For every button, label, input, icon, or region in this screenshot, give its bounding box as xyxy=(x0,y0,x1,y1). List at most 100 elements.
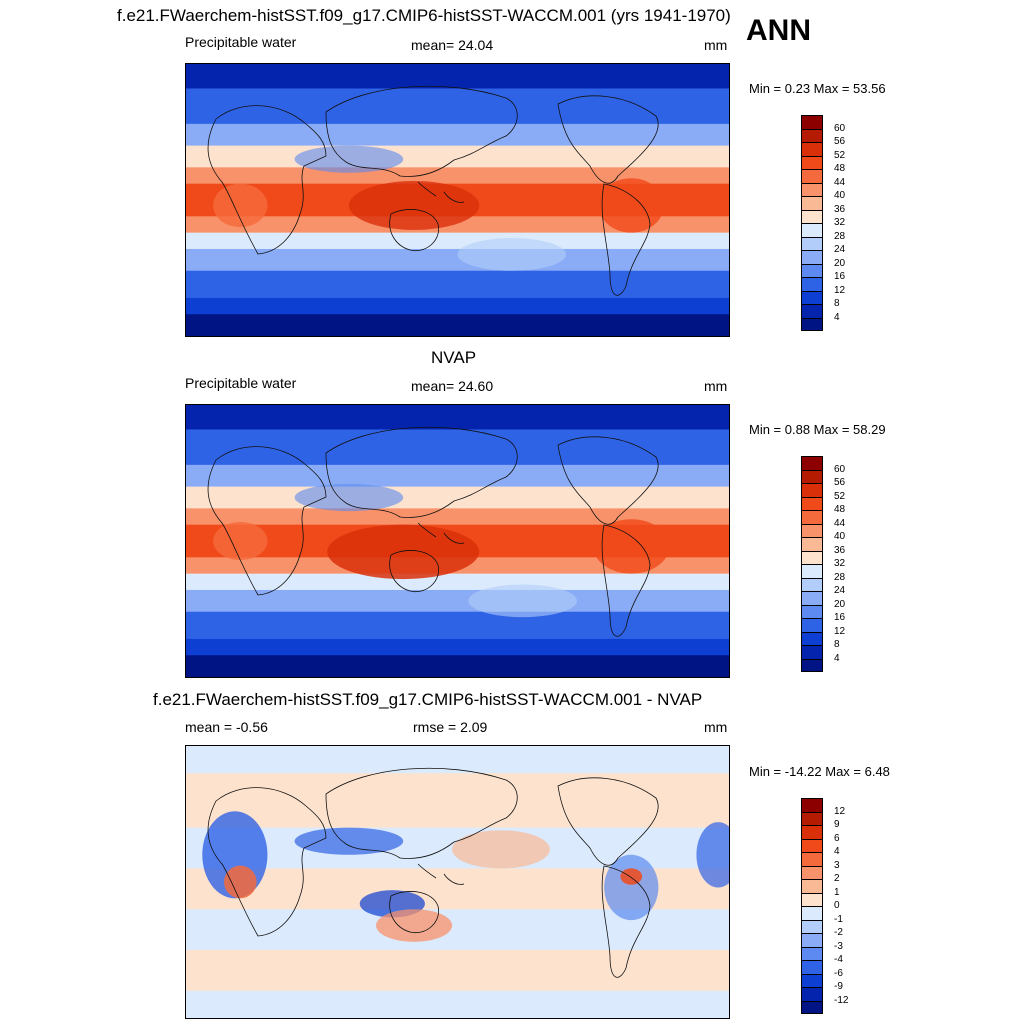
panel2-mean: mean= 24.60 xyxy=(411,378,494,394)
colorbar-swatch xyxy=(801,973,823,987)
contour-band xyxy=(186,123,729,147)
contour-region xyxy=(457,238,567,271)
contour-region xyxy=(213,521,268,561)
panel2-minmax: Min = 0.88 Max = 58.29 xyxy=(749,422,886,437)
contour-band xyxy=(186,486,729,510)
colorbar-tick-label: 0 xyxy=(834,900,840,911)
colorbar-swatch xyxy=(801,987,823,1001)
colorbar-tick-label: -4 xyxy=(834,954,843,965)
coastline xyxy=(601,865,651,978)
colorbar-tick-label: 16 xyxy=(834,271,846,282)
panel2-colorbar xyxy=(801,456,825,672)
coastline xyxy=(417,181,465,203)
colorbar-swatch xyxy=(801,510,823,524)
colorbar-tick-label: 52 xyxy=(834,490,846,502)
colorbar-swatch xyxy=(801,798,823,812)
colorbar-tick-label: 8 xyxy=(834,298,840,309)
coastline xyxy=(601,183,651,296)
colorbar-tick-label: 60 xyxy=(834,122,846,134)
colorbar-swatch xyxy=(801,838,823,852)
contour-region xyxy=(620,868,643,885)
contour-band xyxy=(186,746,729,775)
colorbar-swatch xyxy=(801,142,823,156)
colorbar-tick-label: 8 xyxy=(834,639,840,650)
coastline xyxy=(557,436,659,525)
panel1-map xyxy=(185,63,730,337)
contour-region xyxy=(224,865,257,899)
colorbar-tick-label: 56 xyxy=(834,136,846,147)
panel2-title: NVAP xyxy=(431,348,477,367)
colorbar-swatch xyxy=(801,919,823,933)
colorbar-swatch xyxy=(801,564,823,578)
colorbar-tick-label: -6 xyxy=(834,967,843,979)
colorbar-tick-label: 12 xyxy=(834,805,846,817)
contour-band xyxy=(186,589,729,613)
contour-band xyxy=(186,270,729,299)
panel3-units: mm xyxy=(704,719,728,735)
coastline xyxy=(207,105,327,255)
contour-band xyxy=(186,297,729,316)
contour-band xyxy=(186,429,729,466)
colorbar-tick-label: 4 xyxy=(834,311,840,323)
colorbar-swatch xyxy=(801,169,823,183)
colorbar-swatch xyxy=(801,825,823,839)
coastline xyxy=(417,522,465,544)
contour-field xyxy=(186,405,729,677)
colorbar-swatch xyxy=(801,591,823,605)
colorbar-swatch xyxy=(801,852,823,866)
panel3-rmse: rmse = 2.09 xyxy=(413,719,488,735)
colorbar-tick-label: 36 xyxy=(834,203,846,215)
panel3-title: f.e21.FWaerchem-histSST.f09_g17.CMIP6-hi… xyxy=(153,690,703,709)
panel1-colorbar xyxy=(801,115,825,331)
panel1-minmax: Min = 0.23 Max = 53.56 xyxy=(749,81,886,96)
coastline xyxy=(557,777,659,866)
colorbar-tick-label: 24 xyxy=(834,585,846,596)
colorbar-tick-label: -3 xyxy=(834,940,843,952)
colorbar-swatch xyxy=(801,304,823,318)
colorbar-tick-label: 2 xyxy=(834,873,840,884)
panel3-mean: mean = -0.56 xyxy=(185,719,268,735)
contour-band xyxy=(186,88,729,125)
contour-field xyxy=(186,64,729,336)
panel1-field-label: Precipitable water xyxy=(185,34,297,50)
contour-region xyxy=(294,827,404,855)
contour-band xyxy=(186,655,729,677)
colorbar-swatch xyxy=(801,496,823,510)
colorbar-swatch xyxy=(801,115,823,129)
contour-band xyxy=(186,990,729,1018)
contour-band xyxy=(186,611,729,640)
season-label: ANN xyxy=(746,14,811,47)
figure-title: f.e21.FWaerchem-histSST.f09_g17.CMIP6-hi… xyxy=(117,6,731,25)
colorbar-tick-label: 12 xyxy=(834,625,846,637)
contour-band xyxy=(186,232,729,250)
colorbar-tick-label: 36 xyxy=(834,544,846,556)
contour-band xyxy=(186,464,729,488)
colorbar-tick-label: 16 xyxy=(834,612,846,623)
contour-band xyxy=(186,145,729,169)
colorbar-tick-label: 40 xyxy=(834,190,846,201)
colorbar-swatch xyxy=(801,960,823,974)
colorbar-tick-label: 28 xyxy=(834,571,846,583)
colorbar-swatch xyxy=(801,128,823,142)
colorbar-swatch xyxy=(801,550,823,564)
colorbar-tick-label: -1 xyxy=(834,913,843,925)
colorbar-swatch xyxy=(801,658,823,672)
colorbar-tick-label: 40 xyxy=(834,531,846,542)
colorbar-swatch xyxy=(801,263,823,277)
coastline xyxy=(207,787,327,937)
colorbar-swatch xyxy=(801,317,823,331)
coastline xyxy=(601,524,651,637)
colorbar-tick-label: 48 xyxy=(834,163,846,174)
contour-field xyxy=(186,746,729,1018)
contour-region xyxy=(452,830,550,869)
coastline xyxy=(325,85,518,177)
contour-region xyxy=(598,178,664,233)
contour-region xyxy=(294,483,404,512)
colorbar-swatch xyxy=(801,892,823,906)
contour-band xyxy=(186,405,729,431)
panel3-minmax: Min = -14.22 Max = 6.48 xyxy=(749,764,890,779)
colorbar-tick-label: 4 xyxy=(834,846,840,857)
colorbar-tick-label: 52 xyxy=(834,149,846,161)
colorbar-swatch xyxy=(801,236,823,250)
colorbar-swatch xyxy=(801,631,823,645)
